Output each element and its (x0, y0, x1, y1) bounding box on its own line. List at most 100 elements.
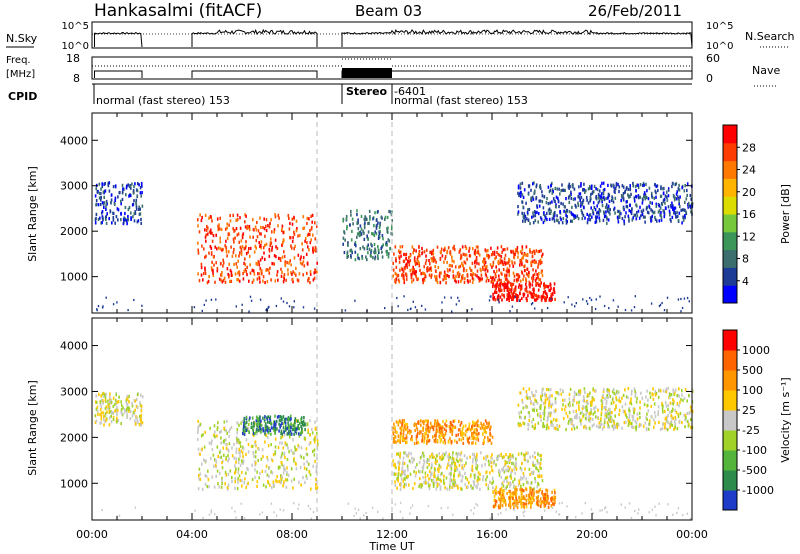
data-cell (292, 270, 294, 274)
data-cell (406, 464, 409, 468)
data-cell (594, 405, 597, 409)
data-cell (507, 290, 510, 294)
data-cell (528, 467, 531, 471)
data-cell (255, 261, 258, 266)
data-cell (371, 244, 373, 248)
data-cell (660, 194, 663, 198)
data-cell (386, 249, 388, 254)
data-cell (441, 301, 443, 304)
data-cell (632, 216, 634, 220)
data-cell (299, 454, 302, 458)
data-cell (303, 466, 306, 470)
data-cell (546, 211, 548, 215)
data-cell (666, 190, 668, 194)
data-cell (397, 434, 400, 438)
data-cell (286, 443, 288, 447)
data-cell (218, 485, 221, 489)
data-cell (289, 417, 291, 421)
data-cell (672, 193, 675, 197)
data-cell (441, 457, 443, 461)
data-cell (460, 433, 462, 437)
data-cell (433, 424, 436, 428)
data-cell (235, 262, 238, 266)
data-cell (499, 503, 502, 508)
data-cell (546, 500, 549, 504)
data-cell (283, 451, 286, 455)
data-cell (241, 451, 244, 455)
data-cell (678, 196, 680, 201)
data-cell (528, 290, 530, 294)
data-cell (506, 267, 509, 271)
data-cell (608, 411, 611, 415)
data-cell (362, 245, 364, 249)
data-cell (468, 422, 471, 426)
data-cell (415, 471, 417, 475)
data-cell (579, 392, 581, 397)
data-cell (217, 226, 220, 230)
data-cell (409, 472, 412, 476)
data-cell (474, 441, 477, 445)
data-cell (261, 256, 264, 260)
data-cell (484, 435, 486, 440)
data-cell (502, 283, 504, 287)
data-cell (103, 182, 105, 186)
data-cell (204, 266, 206, 270)
data-cell (470, 509, 472, 512)
data-cell (394, 271, 397, 275)
data-cell (218, 277, 221, 281)
data-cell (578, 192, 581, 196)
data-cell (530, 303, 533, 306)
data-cell (425, 419, 427, 423)
data-cell (302, 273, 304, 277)
data-cell (614, 414, 616, 418)
data-cell (544, 494, 546, 498)
data-cell (508, 287, 510, 291)
data-cell (293, 230, 295, 234)
data-cell (522, 387, 525, 391)
data-cell (496, 246, 499, 250)
data-cell (552, 417, 555, 422)
data-cell (541, 190, 543, 194)
data-cell (690, 408, 693, 413)
data-cell (440, 247, 443, 251)
data-cell (397, 273, 400, 278)
data-cell (492, 284, 494, 289)
data-cell (500, 486, 503, 490)
data-cell (503, 488, 505, 493)
data-cell (603, 405, 605, 410)
data-cell (314, 269, 317, 273)
data-cell (224, 470, 227, 474)
data-cell (220, 278, 222, 282)
data-cell (445, 281, 447, 285)
data-cell (408, 256, 410, 260)
data-cell (397, 278, 400, 282)
data-cell (525, 282, 527, 286)
data-cell (580, 418, 583, 422)
data-cell (411, 456, 413, 460)
data-cell (582, 413, 585, 417)
data-cell (439, 478, 441, 482)
freq-tick-bottom: 8 (73, 72, 80, 85)
data-cell (141, 184, 143, 188)
data-cell (213, 433, 215, 437)
data-cell (443, 277, 446, 281)
data-cell (684, 418, 686, 422)
data-cell (254, 475, 256, 480)
data-cell (388, 252, 390, 256)
data-cell (627, 193, 629, 197)
data-cell (514, 248, 517, 252)
data-cell (201, 215, 203, 220)
data-cell (130, 216, 132, 220)
data-cell (402, 420, 405, 424)
data-cell (497, 298, 499, 301)
data-cell (243, 481, 245, 485)
data-cell (543, 409, 546, 413)
data-cell (400, 477, 403, 481)
data-cell (262, 429, 265, 433)
data-cell (489, 263, 492, 267)
data-cell (140, 413, 143, 417)
data-cell (517, 275, 520, 279)
data-cell (370, 254, 372, 258)
data-cell (95, 212, 98, 216)
